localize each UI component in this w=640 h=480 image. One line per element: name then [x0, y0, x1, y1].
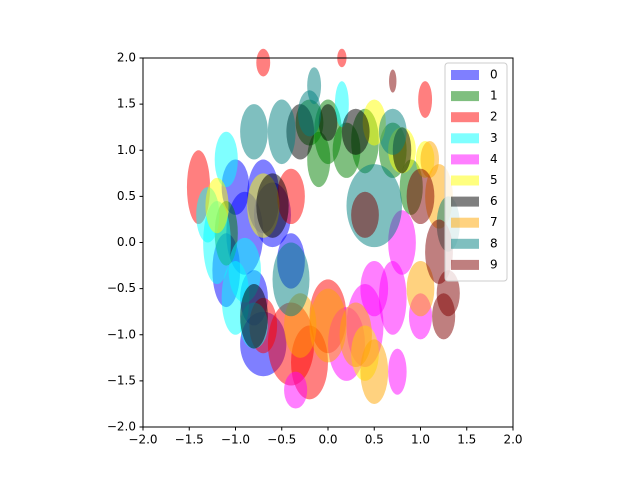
ellipse — [389, 69, 397, 93]
legend-swatch — [451, 70, 479, 80]
ellipse — [307, 67, 322, 105]
x-tick-label: 1.0 — [411, 433, 430, 447]
legend-label: 5 — [490, 173, 498, 187]
legend: 0 1 2 3 4 5 6 7 8 9 — [444, 62, 508, 282]
ellipse — [256, 48, 271, 77]
x-tick-label: −0.5 — [267, 433, 296, 447]
legend-label: 8 — [490, 236, 498, 250]
legend-swatch — [451, 154, 479, 165]
ellipse — [420, 141, 439, 178]
ellipse — [205, 177, 229, 234]
ellipse — [318, 104, 338, 142]
legend-label: 0 — [490, 68, 498, 82]
y-tick-label: −2.0 — [107, 420, 136, 434]
ellipse — [334, 81, 349, 128]
ellipse — [240, 284, 268, 349]
ellipse — [341, 108, 370, 155]
legend-swatch — [451, 175, 479, 186]
y-tick-label: −0.5 — [107, 281, 136, 295]
ellipse — [406, 260, 435, 317]
x-tick-label: −2.0 — [128, 433, 157, 447]
ellipse — [418, 81, 433, 118]
x-tick-label: 2.0 — [503, 433, 522, 447]
x-tick-label: −1.5 — [175, 433, 204, 447]
ellipse — [339, 302, 372, 368]
legend-label: 3 — [490, 131, 498, 145]
legend-swatch — [451, 133, 479, 144]
legend-label: 4 — [490, 152, 498, 166]
legend-swatch — [451, 91, 479, 102]
y-tick-label: 1.0 — [117, 143, 136, 157]
ellipse — [240, 104, 268, 160]
y-tick-label: 1.5 — [117, 97, 136, 111]
legend-label: 9 — [490, 257, 498, 271]
ellipse — [284, 371, 308, 409]
ellipse — [378, 108, 407, 155]
legend-swatch — [451, 112, 479, 123]
ellipse — [388, 348, 407, 395]
legend-label: 1 — [490, 89, 498, 103]
x-tick-label: 0.5 — [365, 433, 384, 447]
ellipse — [267, 99, 296, 165]
legend-label: 6 — [490, 194, 498, 208]
ellipse — [351, 191, 379, 238]
x-tick-label: 0.0 — [318, 433, 337, 447]
ellipse — [309, 288, 347, 363]
ellipse — [272, 242, 310, 317]
ticks: −2.0 −1.5 −1.0 −0.5 0.0 0.5 1.0 1.5 2.0 −2.0 −1.5 −… — [107, 51, 523, 447]
legend-swatch — [451, 259, 479, 270]
ellipse — [307, 131, 331, 188]
legend-swatch — [451, 217, 479, 228]
plot-area — [186, 48, 460, 409]
legend-label: 7 — [490, 215, 498, 229]
ellipse — [406, 168, 435, 225]
ellipse — [214, 131, 238, 188]
y-tick-label: −1.5 — [107, 373, 136, 387]
y-tick-label: −1.0 — [107, 327, 136, 341]
legend-swatch — [451, 196, 479, 207]
legend-swatch — [451, 238, 479, 249]
y-tick-label: 0.5 — [117, 189, 136, 203]
x-tick-label: 1.5 — [457, 433, 476, 447]
legend-label: 2 — [490, 110, 498, 124]
ellipse — [360, 260, 389, 317]
ellipse — [256, 173, 289, 238]
y-tick-label: 2.0 — [117, 51, 136, 65]
ellipse — [432, 293, 456, 340]
x-tick-label: −1.0 — [221, 433, 250, 447]
y-tick-label: 0.0 — [117, 235, 136, 249]
